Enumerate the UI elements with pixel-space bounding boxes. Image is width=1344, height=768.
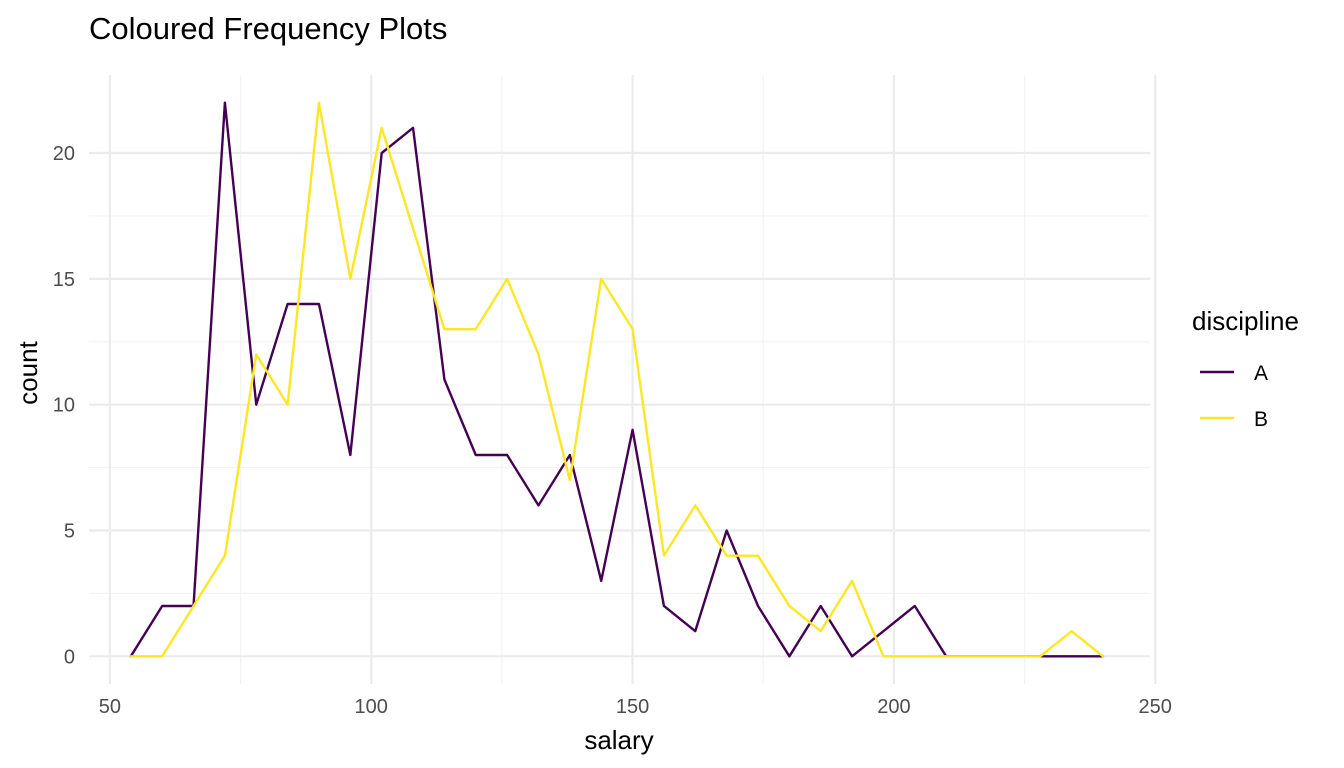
y-tick-label: 10 (53, 395, 75, 417)
x-axis-title: salary (584, 725, 653, 755)
y-axis-title: count (13, 340, 43, 404)
x-tick-label: 250 (1139, 696, 1172, 718)
legend-label-a: A (1254, 362, 1268, 385)
legend: discipline AB (1192, 306, 1299, 431)
x-tick-label: 200 (877, 696, 910, 718)
x-tick-label: 150 (616, 696, 649, 718)
x-tick-label: 50 (99, 696, 121, 718)
series-lines (129, 101, 1105, 658)
chart-title: Coloured Frequency Plots (89, 11, 447, 46)
y-tick-label: 15 (53, 269, 75, 291)
y-tick-label: 5 (64, 520, 75, 542)
series-line-a (129, 101, 1105, 658)
y-tick-label: 0 (64, 646, 75, 668)
tick-labels: 50 100 150 200 250 0 5 10 15 20 (53, 143, 1172, 718)
x-tick-label: 100 (355, 696, 388, 718)
legend-entries: AB (1200, 362, 1268, 431)
grid (89, 75, 1157, 684)
legend-title: discipline (1192, 306, 1299, 336)
series-line-b (129, 101, 1105, 658)
legend-label-b: B (1254, 408, 1268, 431)
y-tick-label: 20 (53, 143, 75, 165)
